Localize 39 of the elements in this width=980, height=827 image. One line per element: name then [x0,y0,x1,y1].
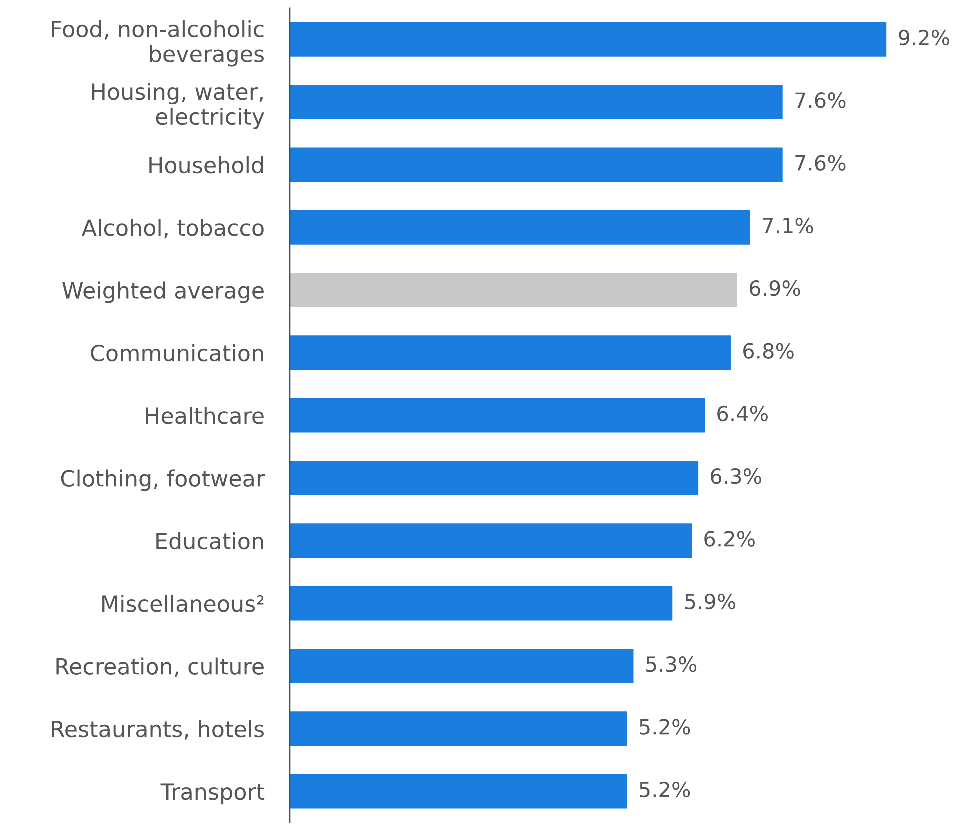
y-tick-label: Weighted average [62,282,264,304]
bar [290,774,628,809]
y-tick-label: Healthcare [146,407,264,424]
y-tick-label: Clothing, footwear [61,470,266,492]
data-label: 7.1% [763,218,814,234]
data-label: 5.2% [640,782,690,798]
bar [290,148,783,182]
data-label: 9.2% [899,30,950,46]
bar [290,648,634,684]
data-label: 5.9% [685,594,736,610]
bar [290,85,783,120]
bar [290,586,673,621]
y-tick-label: Food, non-alcoholic beverages [52,20,264,67]
bar [290,336,731,370]
data-label: 6.4% [718,406,768,422]
bar [290,273,738,308]
data-label: 6.9% [750,280,800,296]
data-label: 6.8% [744,343,794,359]
data-label: 5.2% [640,719,690,735]
bar [290,398,706,433]
y-tick-label: Household [150,156,264,174]
data-label: 5.3% [646,656,697,672]
y-tick-label: Alcohol, tobacco [82,219,264,239]
bar [290,22,887,57]
data-label: 7.6% [796,155,846,171]
bar [290,460,699,496]
y-tick-label: Housing, water, electricity [92,83,264,130]
data-label: 6.2% [704,531,755,547]
y-tick-label: Miscellaneous² [102,595,264,612]
bar [290,712,628,746]
y-tick-label: Transport [160,784,265,805]
y-tick-label: Restaurants, hotels [52,720,264,740]
bar [290,524,692,558]
data-label: 6.3% [711,468,762,484]
data-label: 7.6% [796,92,846,108]
y-tick-label: Recreation, culture [56,658,264,678]
bar [290,210,750,245]
y-tick-label: Education [156,532,264,550]
y-tick-label: Communication [91,344,264,362]
